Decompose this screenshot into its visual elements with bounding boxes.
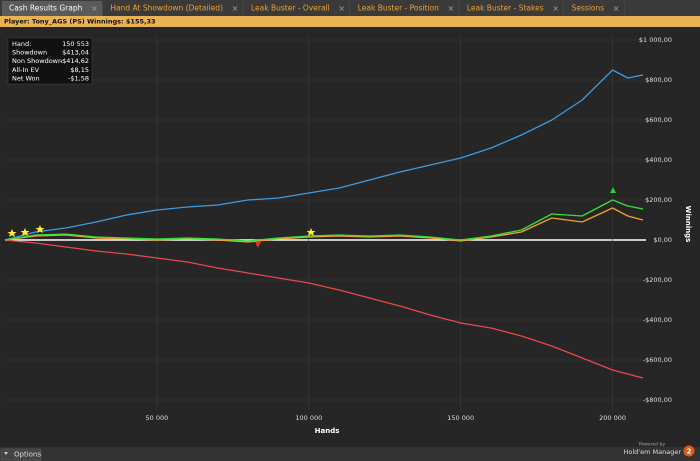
stat-label: Net Won	[12, 74, 40, 82]
tab[interactable]: Cash Results Graph	[2, 1, 103, 16]
tab-close[interactable]	[553, 6, 558, 11]
x-tick-label: 200 000	[599, 414, 626, 422]
tabs: Cash Results Graph Hand At Showdown (Deta…	[2, 1, 625, 16]
tab[interactable]: Hand At Showdown (Detailed)	[103, 1, 244, 16]
tab-close[interactable]	[448, 6, 454, 11]
star	[306, 228, 316, 236]
options-button-bg[interactable]	[0, 448, 42, 461]
y-tick-label: $200,00	[645, 196, 672, 204]
tab[interactable]: Leak Buster - Position	[350, 1, 460, 16]
y-tick-label: -$800,00	[643, 396, 672, 404]
y-tick-label: $1 000,00	[639, 36, 672, 44]
tab-label[interactable]: Leak Buster - Overall	[251, 4, 330, 13]
tab-close[interactable]	[232, 6, 238, 11]
stat-label: Hand:	[12, 40, 31, 48]
tab-label[interactable]: Leak Buster - Position	[358, 4, 439, 13]
stat-label: All-In EV	[12, 66, 40, 74]
marker	[255, 242, 261, 248]
bottom-bar	[0, 447, 700, 461]
tab-bg[interactable]	[350, 1, 459, 16]
series-line	[4, 69, 644, 241]
series-line	[4, 207, 644, 243]
tab-close[interactable]	[92, 6, 97, 11]
tab[interactable]: Leak Buster - Stakes	[459, 1, 564, 16]
stat-value: $8,15	[70, 66, 89, 74]
stat-value: 150 553	[62, 40, 89, 48]
y-tick-label: $800,00	[645, 76, 672, 84]
tab-bg[interactable]	[2, 1, 103, 16]
stat-value: -$1,58	[68, 74, 89, 82]
series-line	[4, 199, 644, 242]
options-label[interactable]: Options	[14, 451, 41, 459]
tab-close[interactable]	[613, 6, 619, 11]
star	[20, 228, 30, 236]
x-tick-label: 50 000	[146, 414, 169, 422]
x-tick-label: 150 000	[447, 414, 474, 422]
y-tick-label: -$600,00	[643, 356, 672, 364]
tab-label[interactable]: Sessions	[572, 4, 605, 13]
star	[35, 225, 45, 233]
tab-bg[interactable]	[564, 1, 625, 16]
stats-box	[7, 37, 93, 85]
tab-bg[interactable]	[244, 1, 350, 16]
tab-label[interactable]: Leak Buster - Stakes	[467, 4, 544, 13]
stat-label: Showdown	[12, 49, 47, 57]
y-tick-label: -$400,00	[643, 316, 672, 324]
stat-label: Non Showdown	[12, 57, 62, 65]
y-tick-label: $600,00	[645, 116, 672, 124]
player-bar	[0, 16, 700, 27]
tab-bg[interactable]	[103, 1, 243, 16]
player-info: Player: Tony_AGS (PS) Winnings: $155,33	[4, 18, 156, 26]
logo-badge	[683, 445, 695, 457]
tab[interactable]: Leak Buster - Overall	[244, 1, 350, 16]
star	[7, 229, 17, 237]
y-tick-label: $400,00	[645, 156, 672, 164]
stat-value: $413,04	[62, 49, 89, 57]
stat-value: -$414,62	[60, 57, 89, 65]
tab-label[interactable]: Hand At Showdown (Detailed)	[110, 4, 223, 13]
event-markers	[7, 187, 616, 248]
options-button[interactable]: Options	[0, 448, 42, 461]
y-axis-title: Winnings	[684, 206, 692, 243]
y-tick-label: $0,00	[653, 236, 672, 244]
series-line	[4, 239, 644, 379]
logo-version: 2	[687, 448, 692, 456]
tab[interactable]: Sessions	[564, 1, 625, 16]
x-tick-label: 100 000	[295, 414, 322, 422]
tab-bg[interactable]	[459, 1, 564, 16]
marker	[610, 187, 616, 193]
tab-close[interactable]	[339, 6, 345, 11]
product-name: Hold'em Manager	[624, 448, 682, 456]
tab-label[interactable]: Cash Results Graph	[9, 4, 83, 13]
powered-by: Powered by	[639, 442, 665, 448]
plot: $1 000,00 $800,00 $600,00 $400,00 $200,00 $0,…	[4, 35, 672, 422]
y-tick-label: -$200,00	[643, 276, 672, 284]
options-icon	[4, 452, 8, 455]
x-axis-title: Hands	[315, 427, 340, 435]
